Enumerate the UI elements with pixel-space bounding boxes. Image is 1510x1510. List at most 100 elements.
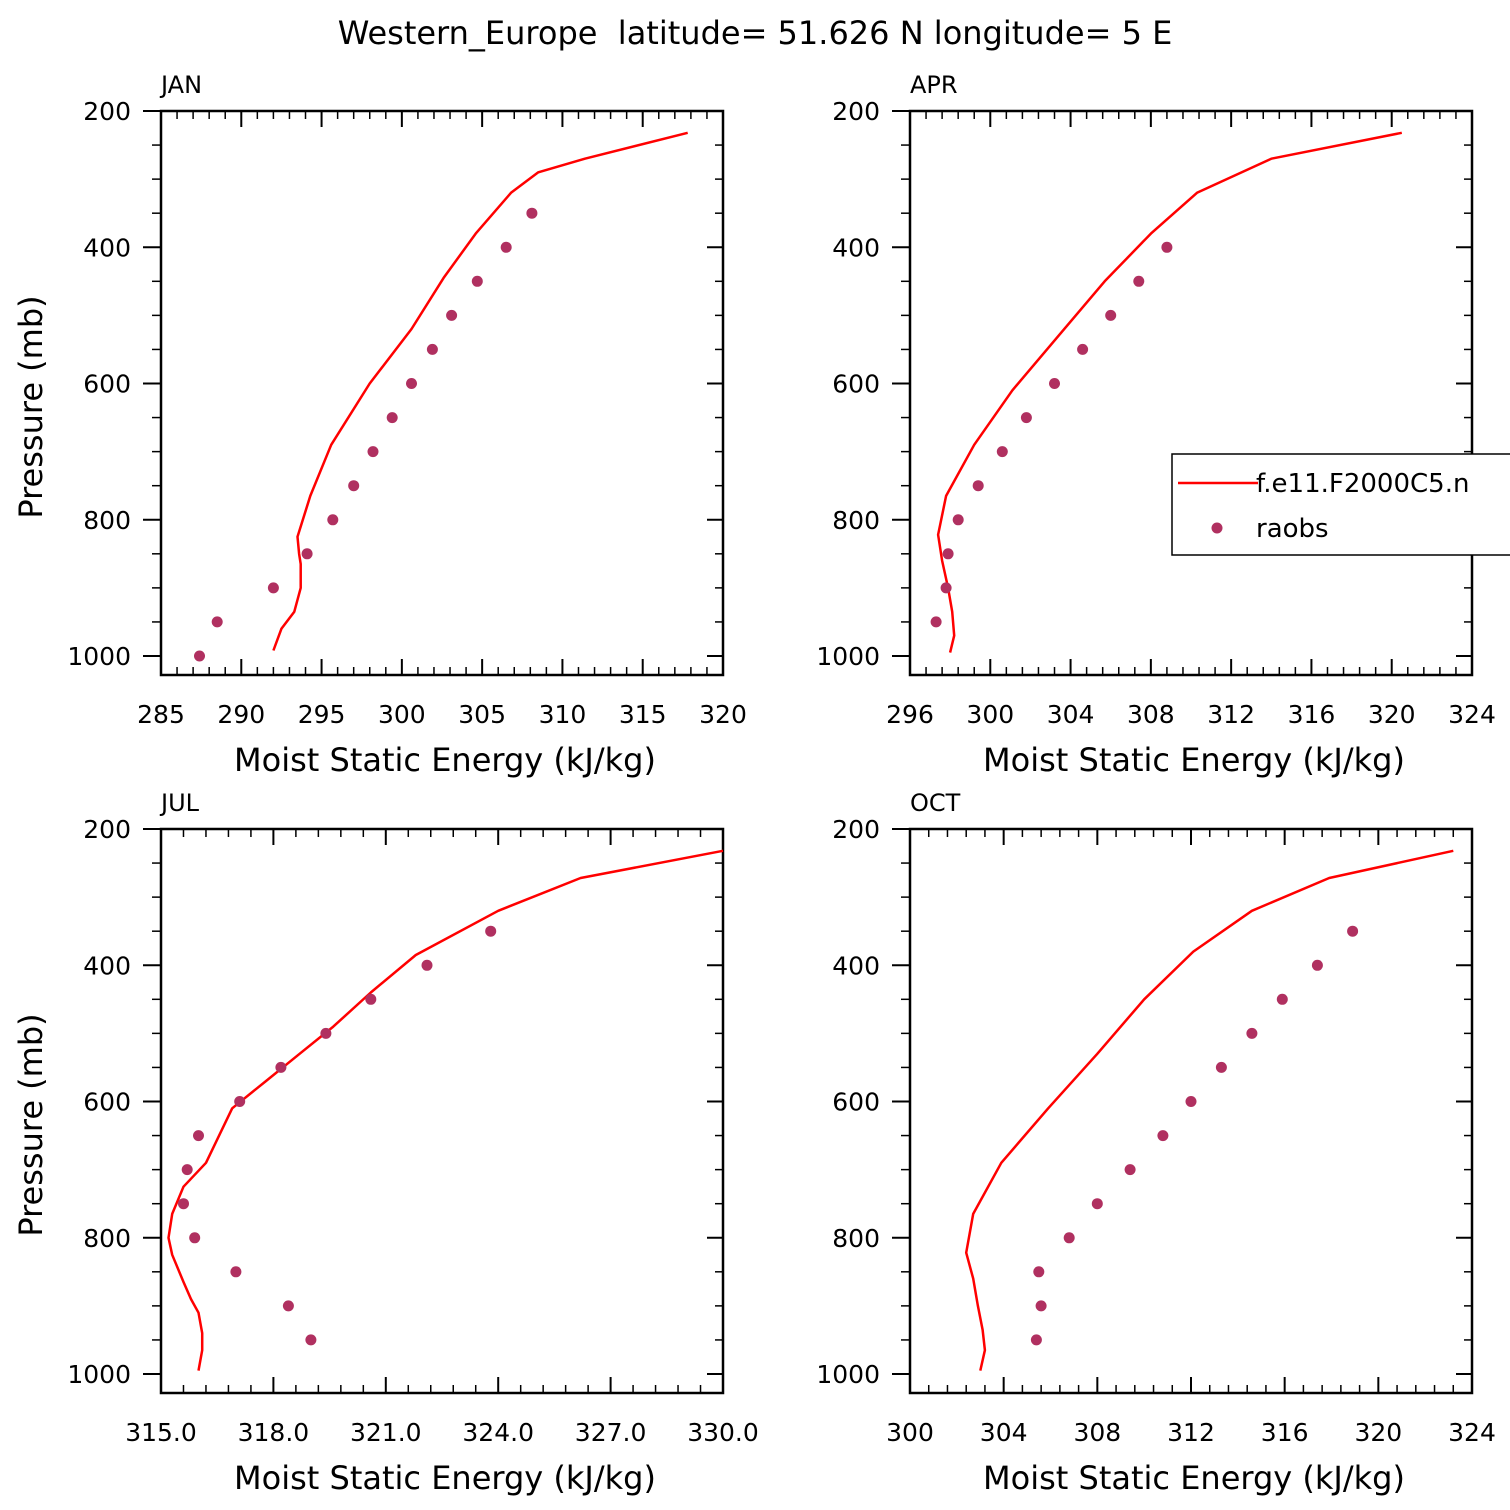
y-axis-label: Pressure (mb) <box>12 1013 50 1236</box>
x-tick-label: 305 <box>458 700 506 729</box>
plot-frame <box>908 109 1474 677</box>
legend-model-label: f.e11.F2000C5.n <box>1256 469 1469 499</box>
obs-point <box>1124 1164 1136 1176</box>
y-tick-label: 200 <box>832 97 880 126</box>
y-tick-label: 400 <box>83 951 131 980</box>
obs-point <box>1157 1130 1169 1142</box>
model-line <box>936 131 1403 653</box>
obs-point <box>194 650 205 662</box>
plot-frame <box>908 827 1474 1395</box>
x-tick-label: 315.0 <box>125 1418 197 1447</box>
obs-point <box>305 1334 317 1346</box>
x-tick-label: 320 <box>1368 700 1416 729</box>
obs-point <box>446 309 458 321</box>
obs-point <box>1215 1061 1227 1073</box>
x-tick-label: 300 <box>886 1418 934 1447</box>
x-tick-label: 320 <box>1354 1418 1402 1447</box>
legend-obs-label: raobs <box>1256 514 1329 544</box>
x-tick-label: 324 <box>1448 1418 1496 1447</box>
y-tick-label: 1000 <box>67 642 131 671</box>
obs-point <box>1276 993 1288 1005</box>
x-axis-label: Moist Static Energy (kJ/kg) <box>234 741 656 779</box>
y-tick-label: 200 <box>832 815 880 844</box>
model-line <box>272 131 689 651</box>
y-tick-label: 400 <box>83 233 131 262</box>
obs-point <box>1161 241 1173 253</box>
obs-point <box>526 207 538 219</box>
obs-point <box>471 275 483 287</box>
x-tick-label: 318.0 <box>238 1418 310 1447</box>
obs-point <box>1063 1232 1075 1244</box>
x-axis-label: Moist Static Energy (kJ/kg) <box>234 1459 656 1497</box>
obs-point <box>181 1164 193 1176</box>
y-tick-label: 800 <box>83 506 131 535</box>
obs-point <box>301 548 313 560</box>
model-line <box>964 849 1454 1371</box>
y-tick-label: 1000 <box>816 642 880 671</box>
plot-frame <box>159 109 725 677</box>
obs-point <box>1246 1027 1258 1039</box>
legend-obs-marker <box>1211 522 1223 534</box>
obs-point <box>1091 1198 1103 1210</box>
obs-point <box>996 446 1008 458</box>
y-tick-label: 600 <box>83 370 131 399</box>
y-tick-label: 200 <box>83 97 131 126</box>
x-tick-label: 304 <box>1047 700 1095 729</box>
y-tick-label: 1000 <box>67 1360 131 1389</box>
obs-point <box>485 925 497 937</box>
obs-point <box>189 1232 201 1244</box>
y-tick-label: 600 <box>83 1088 131 1117</box>
plot-frame <box>159 827 725 1395</box>
x-tick-label: 312 <box>1167 1418 1215 1447</box>
y-tick-label: 800 <box>832 506 880 535</box>
obs-point <box>1020 412 1032 424</box>
obs-point <box>234 1096 246 1107</box>
obs-point <box>930 616 942 628</box>
x-axis-label: Moist Static Energy (kJ/kg) <box>983 1459 1405 1497</box>
obs-point <box>327 514 339 526</box>
obs-point <box>952 514 964 526</box>
obs-point <box>1185 1096 1197 1107</box>
panel-jan: JAN 285 290 295 300 305 310 315 320 200 400 600 800 1… <box>12 71 747 779</box>
obs-point <box>275 1061 287 1073</box>
y-tick-label: 400 <box>832 233 880 262</box>
y-tick-label: 600 <box>832 370 880 399</box>
obs-point <box>320 1027 332 1039</box>
obs-point <box>972 480 984 492</box>
x-tick-label: 310 <box>539 700 587 729</box>
obs-point <box>942 548 954 560</box>
obs-point <box>211 616 223 628</box>
panel-oct: OCT 300 304 308 312 316 320 324 200 400 600 800 1000… <box>816 789 1495 1497</box>
panel-label: OCT <box>910 789 961 817</box>
panel-label: JAN <box>159 71 202 99</box>
figure-title: Western_Europe latitude= 51.626 N longit… <box>338 14 1173 52</box>
obs-point <box>1030 1334 1042 1346</box>
y-tick-label: 800 <box>83 1224 131 1253</box>
obs-point <box>500 241 512 253</box>
x-tick-label: 308 <box>1073 1418 1121 1447</box>
x-tick-label: 316 <box>1261 1418 1309 1447</box>
x-tick-label: 304 <box>980 1418 1028 1447</box>
y-tick-label: 600 <box>832 1088 880 1117</box>
x-tick-label: 295 <box>298 700 346 729</box>
obs-point <box>940 582 952 594</box>
obs-point <box>386 412 398 424</box>
x-axis-label: Moist Static Energy (kJ/kg) <box>983 741 1405 779</box>
obs-point <box>421 959 433 971</box>
obs-point <box>1105 309 1117 321</box>
x-tick-label: 316 <box>1288 700 1336 729</box>
obs-point <box>267 582 279 594</box>
obs-point <box>230 1266 242 1278</box>
panel-apr: APR 296 300 304 308 312 316 320 324 200 400 600 800 1… <box>816 71 1495 779</box>
obs-point <box>1077 343 1089 355</box>
obs-point <box>367 446 379 458</box>
panel-label: APR <box>910 71 958 99</box>
x-tick-label: 320 <box>699 700 747 729</box>
x-tick-label: 324 <box>1448 700 1496 729</box>
y-tick-label: 400 <box>832 951 880 980</box>
model-line <box>167 849 724 1371</box>
obs-point <box>178 1198 189 1210</box>
obs-point <box>282 1300 294 1312</box>
obs-point <box>1033 1266 1045 1278</box>
x-tick-label: 300 <box>966 700 1014 729</box>
